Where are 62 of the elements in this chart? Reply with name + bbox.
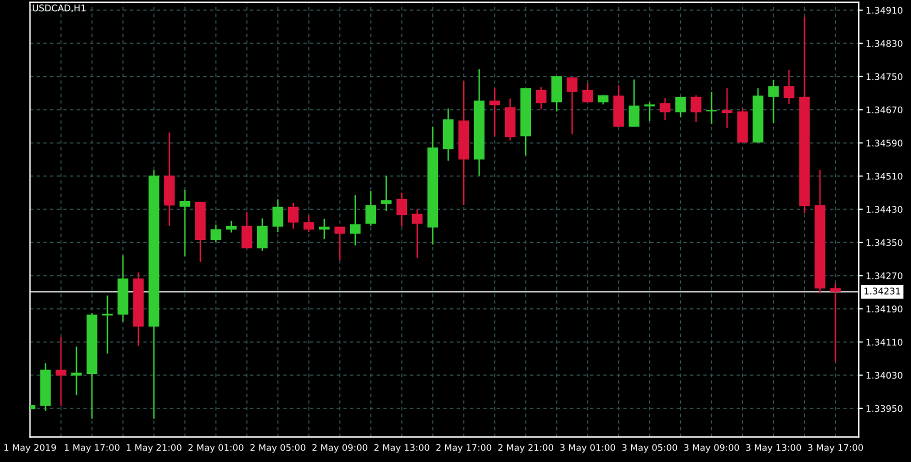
- candlestick: [288, 202, 299, 230]
- y-tick-label: 1.34030: [866, 372, 902, 379]
- y-tick-label: 1.34110: [866, 338, 902, 346]
- y-tick-label: 1.33950: [866, 405, 902, 412]
- y-tick-label: 1.34670: [866, 106, 902, 114]
- candlestick: [226, 220, 237, 234]
- x-tick-label: 2 May 01:00: [188, 444, 244, 453]
- x-tick-label: 3 May 13:00: [746, 444, 801, 453]
- y-tick-label: 1.34590: [866, 140, 902, 146]
- candlestick: [830, 282, 841, 363]
- x-tick-label: 2 May 17:00: [436, 444, 492, 453]
- candlestick: [350, 194, 361, 246]
- y-tick-label: 1.34750: [866, 73, 902, 80]
- y-tick-label: 1.34830: [866, 40, 902, 47]
- candlestick: [365, 190, 376, 227]
- candlestick: [242, 211, 252, 249]
- x-tick-label: 1 May 17:00: [64, 444, 120, 453]
- candlestick: [334, 226, 346, 261]
- x-tick-label: 2 May 13:00: [374, 444, 430, 453]
- y-tick-label: 1.34270: [866, 272, 902, 280]
- x-tick-label: 2 May 21:00: [498, 444, 554, 453]
- candlestick: [722, 87, 732, 129]
- candlestick: [644, 102, 655, 122]
- candlestick: [784, 69, 794, 105]
- x-tick-label: 2 May 05:00: [250, 444, 306, 453]
- candlestick: [318, 218, 330, 240]
- candlestick: [56, 336, 66, 407]
- y-tick-label: 1.34190: [866, 306, 902, 312]
- candlestick: [380, 174, 392, 212]
- y-tick-label: 1.34430: [866, 206, 902, 213]
- candlestick: [102, 294, 113, 354]
- x-tick-label: 2 May 09:00: [312, 444, 368, 453]
- candlestick: [180, 189, 190, 257]
- y-tick-label: 1.34350: [866, 239, 902, 246]
- candlestick: [675, 96, 686, 118]
- candlestick: [257, 218, 268, 252]
- x-tick-label: 3 May 01:00: [560, 444, 616, 453]
- x-tick-label: 3 May 09:00: [684, 444, 740, 453]
- x-tick-label: 3 May 17:00: [808, 444, 863, 453]
- candlestick: [598, 94, 608, 106]
- candlestick: [210, 224, 222, 243]
- candlestick: [566, 76, 578, 135]
- candlestick: [582, 82, 593, 103]
- candlestick: [412, 208, 423, 259]
- candlestick: [489, 87, 500, 137]
- candlestick: [536, 86, 546, 110]
- candlestick: [303, 214, 314, 233]
- candlestick: [768, 79, 779, 124]
- candlestick: [690, 94, 702, 123]
- y-tick-label: 1.34510: [866, 172, 902, 180]
- y-tick-label: 1.34910: [866, 6, 902, 14]
- candlestick: [396, 192, 408, 228]
- candlestick: [272, 198, 284, 233]
- candlestick: [660, 97, 670, 121]
- ref-line-label: 1.34231: [864, 288, 900, 294]
- x-tick-label: 3 May 05:00: [622, 444, 678, 453]
- candlestick: [628, 78, 640, 128]
- candlestick: [706, 91, 717, 125]
- chart-title: USDCAD,H1: [32, 4, 86, 12]
- x-tick-label: 1 May 21:00: [126, 444, 182, 453]
- x-tick-label: 1 May 2019: [4, 444, 56, 453]
- candlestick: [71, 346, 82, 396]
